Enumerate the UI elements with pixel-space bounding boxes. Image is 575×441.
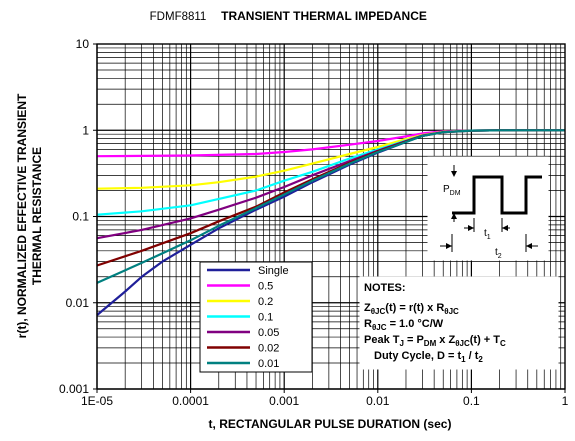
x-tick-label: 0.1 <box>463 394 480 408</box>
tick-labels: 1E-05 0.0001 0.001 0.01 0.1 1 0.001 0.01 0.1 1 10 <box>59 37 569 408</box>
pulse-waveform <box>452 175 542 215</box>
y-tick-label: 0.1 <box>72 210 89 224</box>
legend-label: 0.1 <box>258 312 273 324</box>
x-tick-label: 1E-05 <box>81 394 113 408</box>
t1-arrowhead-right <box>502 225 508 231</box>
legend-label: 0.02 <box>258 343 279 355</box>
t2-arrowhead-left <box>446 243 452 249</box>
x-tick-label: 0.001 <box>269 394 299 408</box>
legend-label: 0.5 <box>258 281 273 293</box>
series-line-0p01 <box>96 129 565 284</box>
y-tick-label: 1 <box>82 123 89 137</box>
y-axis-title-line2: THERMAL RESISTANCE <box>30 147 44 285</box>
notes-heading: NOTES: <box>364 282 406 294</box>
x-tick-label: 1 <box>562 394 569 408</box>
notes-line-4: Duty Cycle, D = t1 / t2 <box>374 350 483 364</box>
t1-label: t1 <box>484 228 491 241</box>
pdm-arrowhead-top <box>451 171 457 177</box>
series-group <box>96 129 565 316</box>
plot-frame <box>96 43 566 390</box>
pulse-inset-background <box>427 156 549 261</box>
legend-label: 0.2 <box>258 296 273 308</box>
chart-title-part-number: FDMF8811 <box>150 11 207 23</box>
notes-line-3: Peak TJ = PDM x ZθJC(t) + TC <box>364 334 506 348</box>
x-tick-label: 0.01 <box>366 394 390 408</box>
y-axis-title-line1: r(t), NORMALIZED EFFECTIVE TRANSIENT <box>15 93 29 338</box>
x-tick-label: 0.0001 <box>172 394 209 408</box>
y-tick-label: 10 <box>76 37 90 51</box>
y-tick-label: 0.001 <box>59 382 89 396</box>
t2-arrowhead-right <box>526 243 532 249</box>
y-tick-label: 0.01 <box>66 296 90 310</box>
legend-label: 0.01 <box>258 358 279 370</box>
notes-line-2: RθJC = 1.0 °C/W <box>364 318 444 332</box>
legend: Single 0.5 0.2 0.1 0.05 0.02 0.01 <box>199 261 313 373</box>
t2-label: t2 <box>495 247 502 260</box>
legend-label: 0.05 <box>258 327 279 339</box>
t1-arrowhead <box>468 225 474 231</box>
notes-line-1: ZθJC(t) = r(t) x RθJC <box>364 302 459 316</box>
notes-box: NOTES: ZθJC(t) = r(t) x RθJC RθJC = 1.0 … <box>359 276 559 370</box>
notes-background <box>359 276 559 370</box>
legend-label: Single <box>258 265 289 277</box>
x-axis-title: t, RECTANGULAR PULSE DURATION (sec) <box>209 417 452 431</box>
pdm-arrowhead-bottom <box>451 213 457 219</box>
chart-title: TRANSIENT THERMAL IMPEDANCE <box>221 9 427 23</box>
pulse-inset: PDM t1 t2 <box>427 156 549 261</box>
pdm-label: PDM <box>443 184 461 197</box>
